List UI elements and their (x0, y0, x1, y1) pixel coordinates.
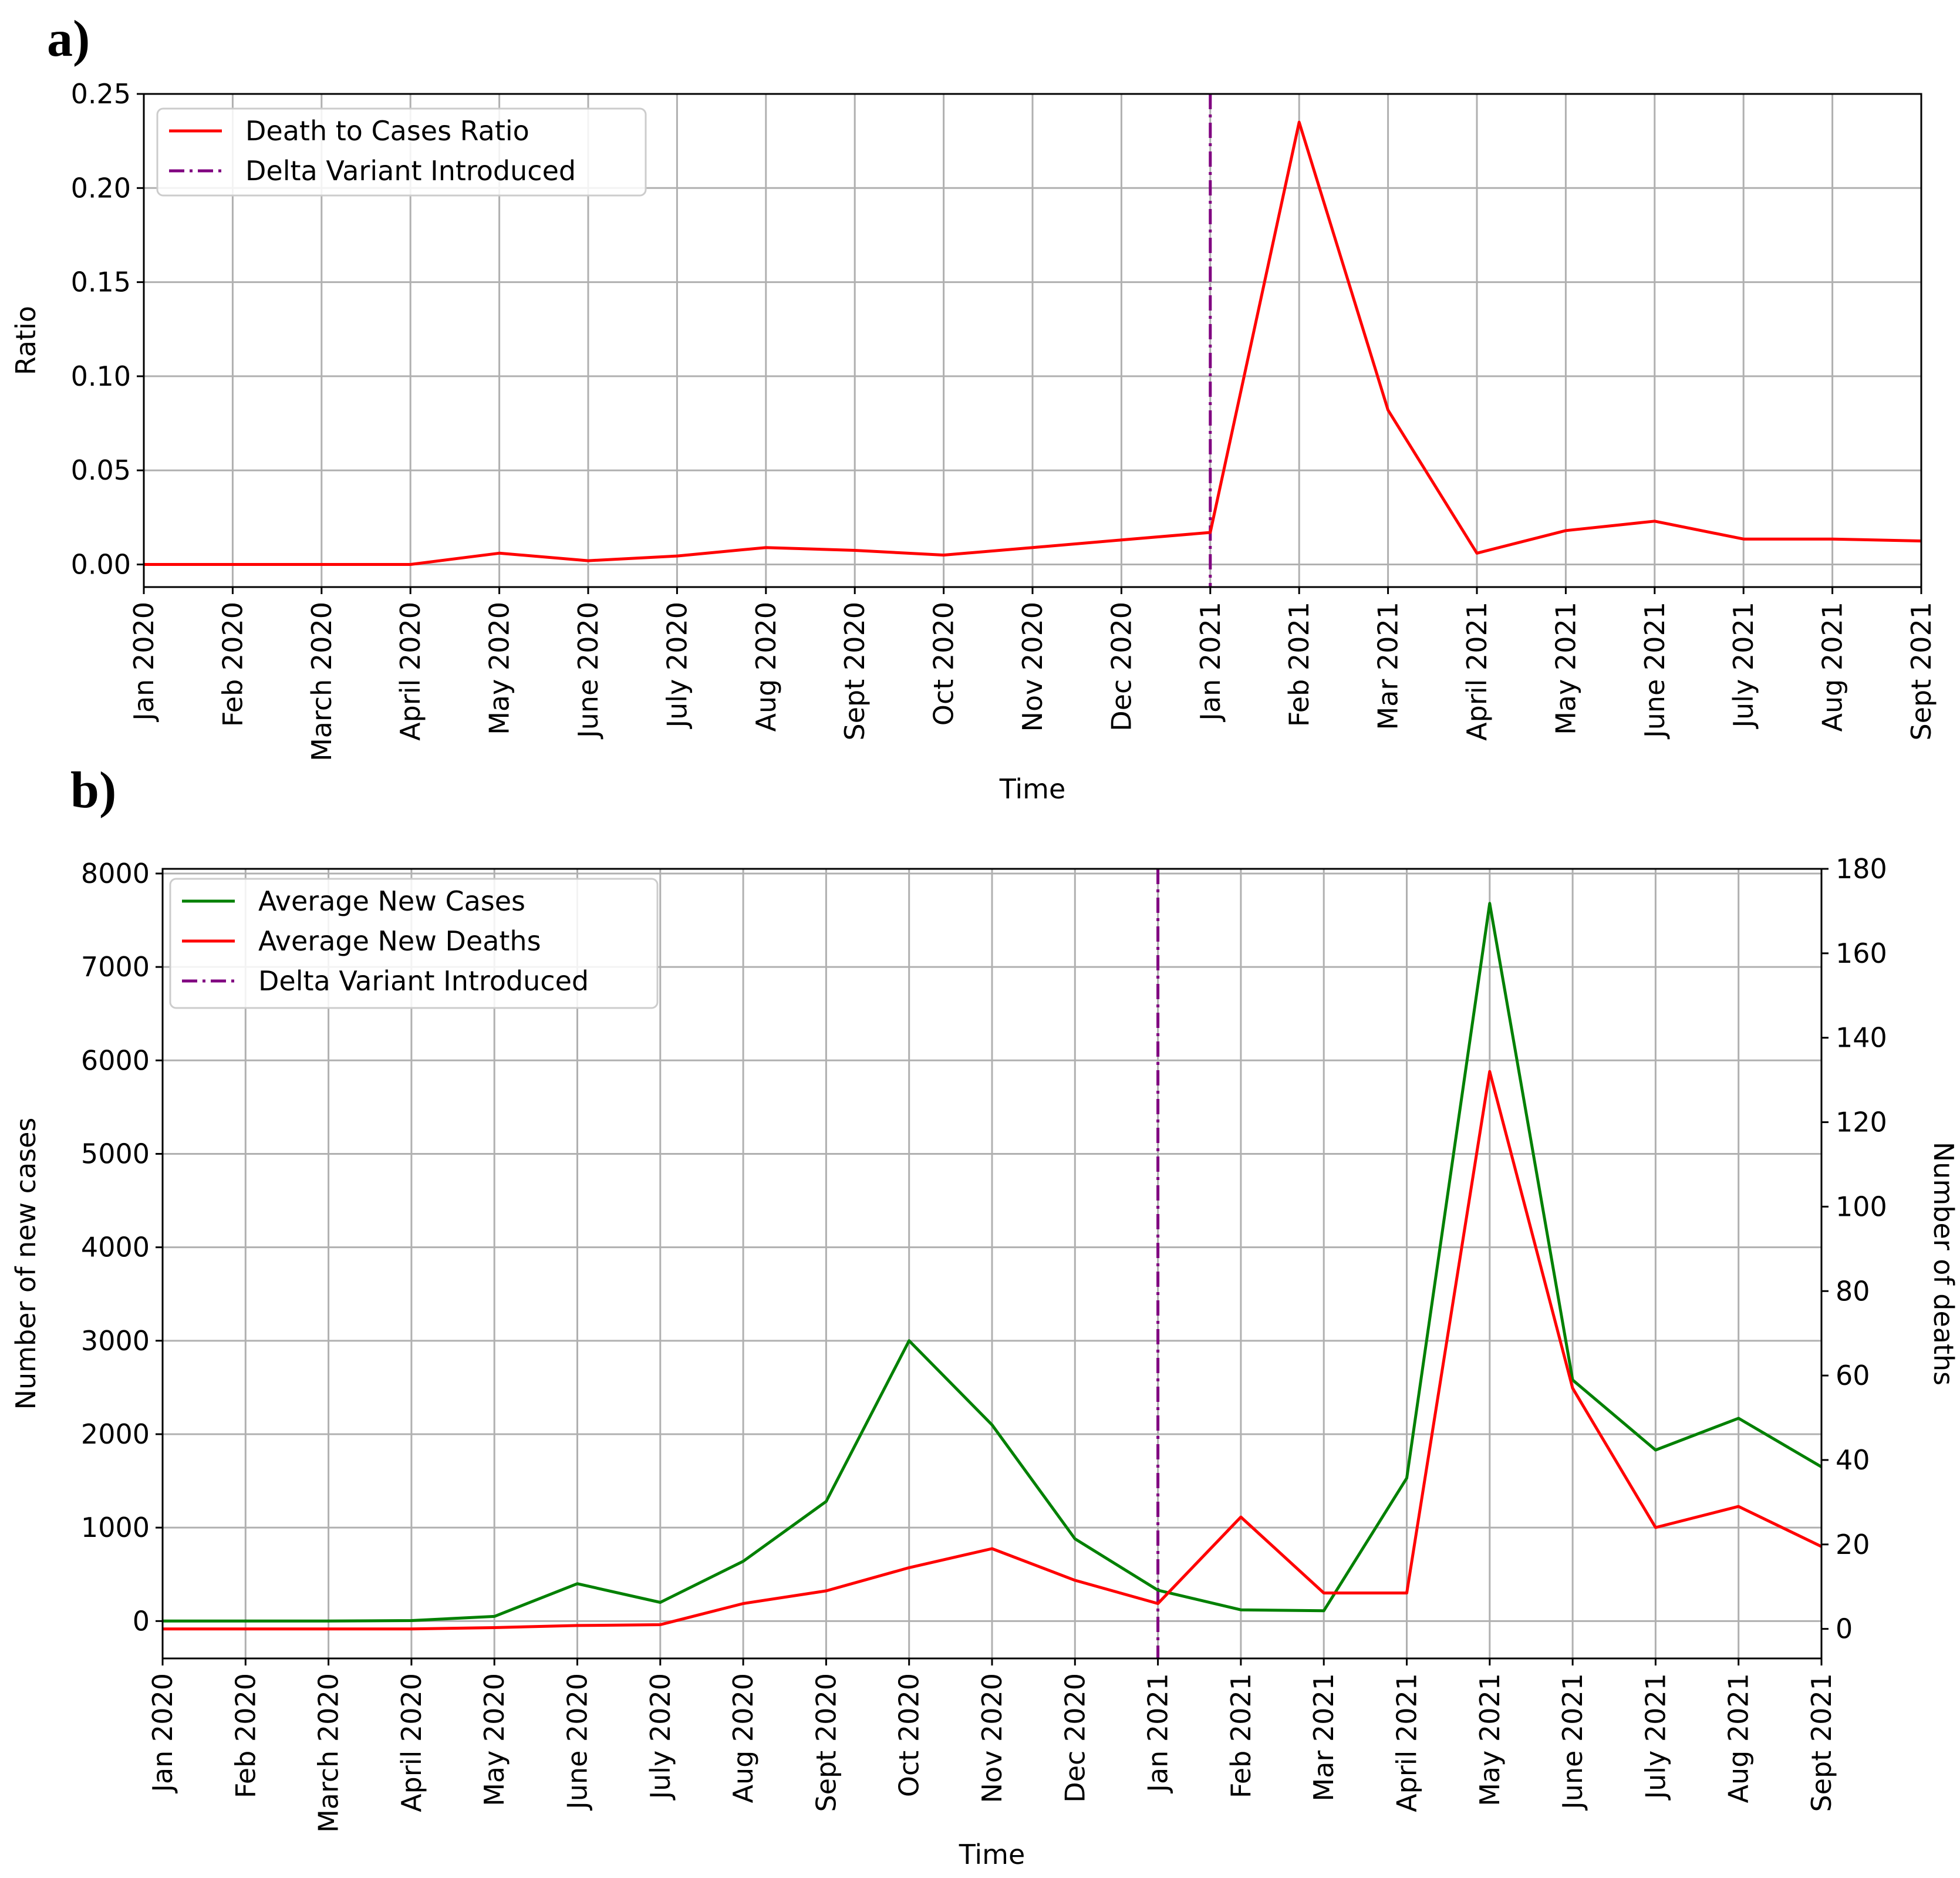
x-tick-label: June 2021 (1557, 1673, 1588, 1811)
panel-label: b) (70, 762, 116, 819)
x-tick-label: July 2020 (661, 602, 693, 729)
x-tick-label: April 2020 (396, 1673, 427, 1812)
y-right-tick-label: 160 (1836, 938, 1887, 969)
y-right-tick-label: 100 (1836, 1191, 1887, 1222)
x-tick-label: Jan 2021 (1142, 1673, 1174, 1794)
x-tick-label: April 2020 (394, 602, 426, 741)
x-tick-label: Feb 2020 (217, 602, 248, 727)
legend-label: Death to Cases Ratio (245, 115, 529, 147)
x-tick-label: June 2020 (572, 602, 604, 740)
y-right-tick-label: 20 (1836, 1529, 1870, 1560)
y-axis-label: Number of new cases (10, 1118, 42, 1410)
x-tick-label: Dec 2020 (1105, 602, 1137, 731)
x-tick-label: Aug 2020 (750, 602, 782, 732)
chart-b: b) Jan 2020 Feb 2020 March 2020 April 2020 Ma… (10, 762, 1959, 1870)
legend-label: Average New Cases (258, 885, 525, 917)
x-tick-label: Jan 2021 (1195, 602, 1226, 723)
y-right-axis-label: Number of deaths (1928, 1142, 1959, 1385)
legend: Average New Cases Average New Deaths Delta… (169, 878, 659, 1009)
y-tick-label: 0.15 (71, 267, 131, 298)
x-tick-label: May 2021 (1550, 602, 1581, 735)
x-tick-label: June 2020 (562, 1673, 593, 1811)
x-tick-label: March 2020 (313, 1673, 345, 1833)
x-tick-label: July 2021 (1728, 602, 1759, 729)
x-tick-label: May 2020 (484, 602, 515, 735)
x-tick-label: Jan 2020 (147, 1673, 178, 1794)
y-tick-label: 7000 (81, 951, 150, 983)
x-tick-label: Jan 2020 (128, 602, 160, 723)
x-tick-label: Sept 2020 (810, 1673, 842, 1812)
series-line-death-to-cases-ratio (144, 120, 1922, 566)
x-tick-label: Oct 2020 (893, 1673, 925, 1797)
legend-box (156, 107, 647, 197)
x-tick-label: Dec 2020 (1059, 1673, 1091, 1803)
plot-frame (143, 93, 1922, 588)
y-tick-label: 4000 (81, 1232, 150, 1263)
y-right-tick-label: 60 (1836, 1360, 1870, 1391)
plot-frame (161, 868, 1823, 1660)
x-tick-label: Mar 2021 (1372, 602, 1404, 730)
legend-label: Average New Deaths (258, 925, 541, 957)
x-tick-label: July 2020 (645, 1673, 676, 1801)
y-right-tick-label: 120 (1836, 1107, 1887, 1138)
x-tick-label: Aug 2021 (1817, 602, 1848, 732)
x-axis-label: Time (959, 1839, 1025, 1870)
legend-label: Delta Variant Introduced (245, 155, 576, 187)
y-tick-label: 0.00 (71, 549, 131, 581)
x-tick-label: Feb 2020 (230, 1673, 261, 1798)
x-tick-label: Nov 2020 (1017, 602, 1048, 731)
x-tick-label: Aug 2021 (1723, 1673, 1755, 1803)
x-tick-label: July 2021 (1639, 1673, 1671, 1801)
y-tick-label: 0.05 (71, 454, 131, 486)
x-tick-label: Feb 2021 (1225, 1673, 1257, 1798)
panel-label: a) (47, 11, 90, 68)
y-tick-label: 0.25 (71, 78, 131, 110)
x-tick-label: April 2021 (1391, 1673, 1423, 1812)
y-axis-label: Ratio (10, 306, 42, 375)
legend: Death to Cases Ratio Delta Variant Introd… (156, 107, 647, 197)
y-right-tick-label: 40 (1836, 1444, 1870, 1476)
y-tick-label: 1000 (81, 1512, 150, 1543)
x-tick-label: March 2020 (306, 602, 338, 761)
series-line-average-new-cases (163, 902, 1823, 1623)
y-tick-label: 6000 (81, 1044, 150, 1076)
x-tick-label: April 2021 (1461, 602, 1493, 741)
y-tick-label: 2000 (81, 1418, 150, 1450)
y-tick-label: 0.20 (71, 172, 131, 204)
y-tick-label: 0.10 (71, 360, 131, 392)
y-tick-label: 3000 (81, 1325, 150, 1357)
y-tick-label: 0 (133, 1605, 150, 1637)
legend-label: Delta Variant Introduced (258, 965, 589, 997)
x-tick-label: June 2021 (1639, 602, 1671, 740)
x-tick-label: Feb 2021 (1283, 602, 1315, 727)
y-right-tick-label: 140 (1836, 1022, 1887, 1054)
y-tick-label: 5000 (81, 1138, 150, 1169)
y-tick-label: 8000 (81, 858, 150, 889)
x-tick-label: Oct 2020 (928, 602, 960, 726)
x-tick-label: Aug 2020 (727, 1673, 759, 1803)
x-tick-label: May 2020 (478, 1673, 510, 1806)
x-tick-label: Sept 2021 (1905, 602, 1937, 740)
series-line-average-new-deaths (163, 1070, 1823, 1631)
y-right-tick-label: 80 (1836, 1275, 1870, 1307)
x-tick-label: Nov 2020 (976, 1673, 1008, 1803)
legend-box (169, 878, 659, 1009)
x-axis-label: Time (999, 773, 1066, 805)
y-right-tick-label: 0 (1836, 1613, 1853, 1645)
x-tick-label: Mar 2021 (1308, 1673, 1340, 1801)
y-right-tick-label: 180 (1836, 853, 1887, 885)
x-tick-label: May 2021 (1474, 1673, 1506, 1806)
chart-a: a) Jan 2020 Feb 2020 March 2020 April 2020 Ma… (10, 11, 1937, 805)
x-tick-label: Sept 2020 (839, 602, 871, 740)
x-tick-label: Sept 2021 (1806, 1673, 1837, 1812)
